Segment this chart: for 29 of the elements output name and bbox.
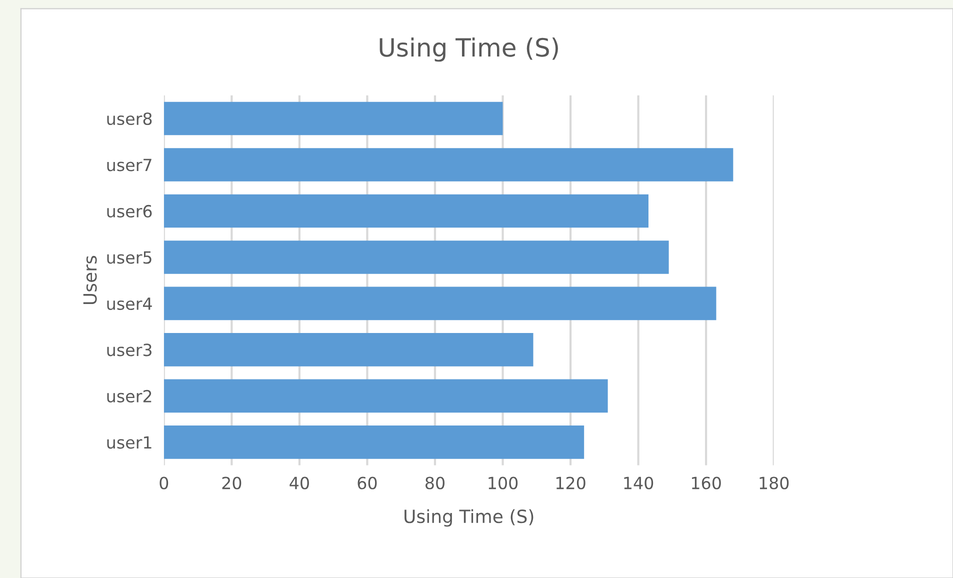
- x-axis-title: Using Time (S): [404, 509, 534, 527]
- y-tick-label: user2: [107, 390, 152, 402]
- bar: [164, 286, 716, 320]
- y-tick-label: user8: [107, 112, 152, 126]
- x-tick-label: 80: [426, 476, 444, 490]
- y-tick-label: user4: [107, 298, 152, 310]
- x-tick-label: 140: [624, 476, 654, 490]
- y-tick-label: user5: [107, 251, 152, 264]
- bar: [164, 148, 734, 182]
- chart-title: Using Time (S): [380, 37, 558, 62]
- y-tick-label: user6: [107, 204, 152, 218]
- y-tick-label: user7: [107, 158, 152, 172]
- x-tick-label: 180: [760, 476, 789, 490]
- x-tick-label: 40: [290, 476, 309, 490]
- y-tick-label: user3: [107, 344, 152, 356]
- bar: [164, 240, 669, 274]
- bar: [164, 333, 534, 366]
- bar: [164, 379, 608, 413]
- bar: [164, 194, 648, 228]
- x-tick-label: 60: [358, 476, 377, 490]
- bar: [164, 426, 584, 459]
- x-tick-label: 100: [488, 476, 518, 490]
- y-axis-title: Users: [83, 256, 97, 304]
- x-tick-label: 0: [160, 476, 168, 490]
- bar: [164, 102, 503, 136]
- x-tick-label: 20: [222, 476, 242, 490]
- x-tick-label: 160: [692, 476, 721, 490]
- y-tick-label: user1: [107, 436, 152, 449]
- x-tick-label: 120: [556, 476, 586, 490]
